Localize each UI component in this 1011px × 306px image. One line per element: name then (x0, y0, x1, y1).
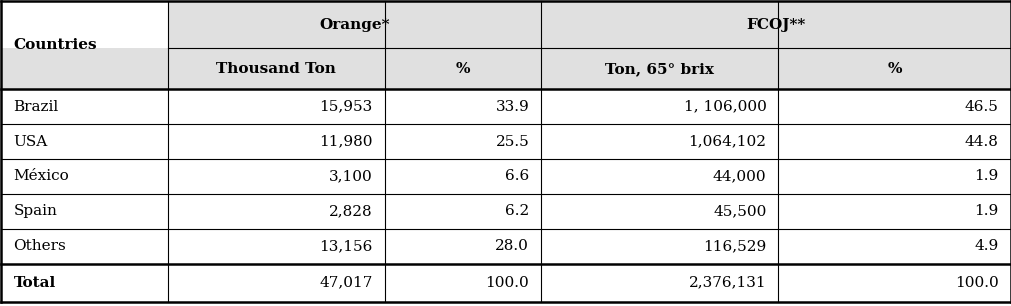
Text: Thousand Ton: Thousand Ton (216, 62, 336, 76)
Text: 2,828: 2,828 (329, 204, 372, 218)
Text: 47,017: 47,017 (319, 276, 372, 289)
Text: 15,953: 15,953 (319, 100, 372, 114)
Bar (541, 2, 1010, 48)
Text: Total: Total (13, 276, 56, 289)
Text: 1, 106,000: 1, 106,000 (682, 100, 765, 114)
Bar (541, 48, 777, 89)
Text: 100.0: 100.0 (485, 276, 529, 289)
Text: 3,100: 3,100 (329, 170, 372, 184)
Text: 116,529: 116,529 (703, 239, 765, 253)
Bar (777, 48, 1010, 89)
Text: 11,980: 11,980 (318, 135, 372, 149)
Text: %: % (887, 62, 901, 76)
Text: 6.6: 6.6 (504, 170, 529, 184)
Bar (168, 48, 384, 89)
Text: 1.9: 1.9 (974, 204, 998, 218)
Text: USA: USA (13, 135, 48, 149)
Text: 33.9: 33.9 (495, 100, 529, 114)
Text: Ton, 65° brix: Ton, 65° brix (605, 62, 714, 76)
Text: 100.0: 100.0 (953, 276, 998, 289)
Text: Brazil: Brazil (13, 100, 59, 114)
Bar (168, 2, 541, 48)
Text: 4.9: 4.9 (974, 239, 998, 253)
Bar (384, 48, 541, 89)
Text: Orange*: Orange* (319, 18, 389, 32)
Text: 13,156: 13,156 (319, 239, 372, 253)
Bar (1, 48, 168, 89)
Text: 28.0: 28.0 (494, 239, 529, 253)
Text: 2,376,131: 2,376,131 (688, 276, 765, 289)
Text: %: % (455, 62, 470, 76)
Text: 45,500: 45,500 (713, 204, 765, 218)
Text: Countries: Countries (13, 38, 97, 52)
Text: 44,000: 44,000 (712, 170, 765, 184)
Text: 44.8: 44.8 (963, 135, 998, 149)
Text: 1,064,102: 1,064,102 (687, 135, 765, 149)
Text: México: México (13, 170, 69, 184)
Text: Others: Others (13, 239, 66, 253)
Text: 1.9: 1.9 (974, 170, 998, 184)
Text: Spain: Spain (13, 204, 58, 218)
Text: 6.2: 6.2 (504, 204, 529, 218)
Text: FCOJ**: FCOJ** (745, 18, 805, 32)
Text: 46.5: 46.5 (963, 100, 998, 114)
Text: 25.5: 25.5 (495, 135, 529, 149)
